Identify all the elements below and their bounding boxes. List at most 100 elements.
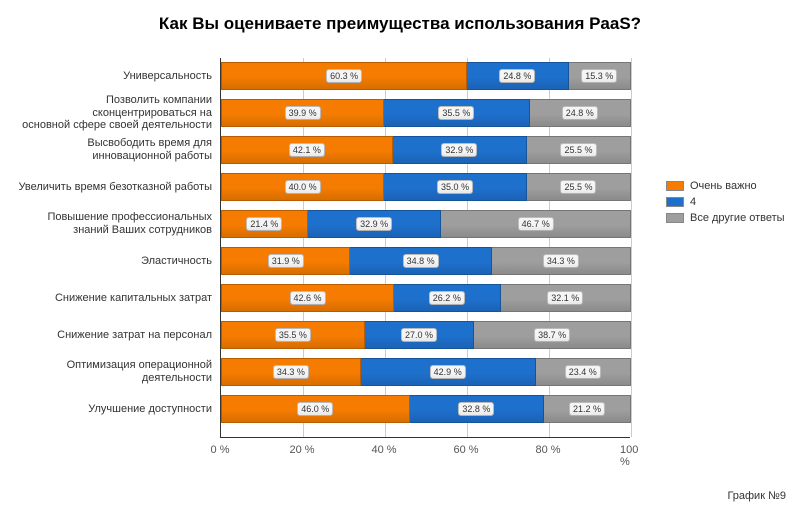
- bar-segment: 34.8 %: [350, 247, 491, 275]
- bar-segment: 35.5 %: [384, 99, 529, 127]
- bar-value-label: 32.9 %: [356, 217, 392, 231]
- category-label: Универсальность: [0, 62, 212, 90]
- legend-item: Очень важно: [666, 180, 785, 192]
- category-label: Высвободить время для инновационной рабо…: [0, 136, 212, 164]
- xaxis-tick-label: 40 %: [371, 444, 396, 456]
- bar-segment: 40.0 %: [221, 173, 384, 201]
- bar-value-label: 21.4 %: [246, 217, 282, 231]
- bar-segment: 34.3 %: [221, 358, 361, 386]
- legend-item: Все другие ответы: [666, 212, 785, 224]
- bar-segment: 35.0 %: [384, 173, 527, 201]
- bar-value-label: 40.0 %: [285, 180, 321, 194]
- bar-value-label: 32.1 %: [547, 291, 583, 305]
- bar-value-label: 25.5 %: [560, 143, 596, 157]
- bar-row: 39.9 % 35.5 % 24.8 %: [221, 99, 631, 127]
- bar-value-label: 60.3 %: [326, 69, 362, 83]
- category-label: Позволить компании сконцентрироваться на…: [0, 99, 212, 127]
- category-label: Эластичность: [0, 247, 212, 275]
- bar-row: 42.6 % 26.2 % 32.1 %: [221, 284, 631, 312]
- bar-value-label: 42.6 %: [290, 291, 326, 305]
- chart-area: 60.3 % 24.8 % 15.3 % 39.9 % 35.5 % 24.8 % 42.1…: [0, 40, 650, 470]
- bar-value-label: 34.3 %: [543, 254, 579, 268]
- legend-label: Все другие ответы: [690, 212, 785, 224]
- legend-label: Очень важно: [690, 180, 757, 192]
- xaxis-tick-label: 60 %: [453, 444, 478, 456]
- bar-segment: 15.3 %: [569, 62, 631, 90]
- bar-segment: 46.0 %: [221, 395, 410, 423]
- bar-value-label: 24.8 %: [499, 69, 535, 83]
- bar-segment: 25.5 %: [527, 136, 631, 164]
- bar-segment: 32.8 %: [410, 395, 544, 423]
- category-label: Улучшение доступности: [0, 395, 212, 423]
- bar-segment: 21.2 %: [544, 395, 631, 423]
- bar-segment: 42.9 %: [361, 358, 536, 386]
- bar-value-label: 15.3 %: [581, 69, 617, 83]
- bar-row: 42.1 % 32.9 % 25.5 %: [221, 136, 631, 164]
- legend-swatch: [666, 213, 684, 223]
- bar-segment: 34.3 %: [492, 247, 631, 275]
- main-row: 60.3 % 24.8 % 15.3 % 39.9 % 35.5 % 24.8 % 42.1…: [0, 40, 800, 470]
- bar-segment: 21.4 %: [221, 210, 308, 238]
- bar-value-label: 34.8 %: [403, 254, 439, 268]
- bar-segment: 32.1 %: [501, 284, 631, 312]
- bar-segment: 23.4 %: [536, 358, 631, 386]
- bar-row: 31.9 % 34.8 % 34.3 %: [221, 247, 631, 275]
- category-label: Увеличить время безотказной работы: [0, 173, 212, 201]
- bar-segment: 24.8 %: [467, 62, 568, 90]
- legend-label: 4: [690, 196, 696, 208]
- category-label: Оптимизация операционной деятельности: [0, 358, 212, 386]
- bar-value-label: 42.1 %: [289, 143, 325, 157]
- bar-segment: 27.0 %: [365, 321, 474, 349]
- category-label: Снижение затрат на персонал: [0, 321, 212, 349]
- gridline: [631, 58, 632, 437]
- xaxis-tick-label: 100 %: [620, 444, 640, 468]
- bar-row: 40.0 % 35.0 % 25.5 %: [221, 173, 631, 201]
- bar-segment: 26.2 %: [394, 284, 500, 312]
- bar-segment: 38.7 %: [474, 321, 631, 349]
- legend-item: 4: [666, 196, 785, 208]
- chart-title: Как Вы оцениваете преимущества использов…: [0, 0, 800, 40]
- bar-value-label: 46.0 %: [297, 402, 333, 416]
- bar-value-label: 38.7 %: [534, 328, 570, 342]
- bar-value-label: 24.8 %: [562, 106, 598, 120]
- bar-value-label: 21.2 %: [569, 402, 605, 416]
- xaxis-tick-label: 20 %: [289, 444, 314, 456]
- bar-segment: 25.5 %: [527, 173, 631, 201]
- legend-swatch: [666, 181, 684, 191]
- bar-value-label: 39.9 %: [285, 106, 321, 120]
- bar-value-label: 46.7 %: [518, 217, 554, 231]
- bar-value-label: 31.9 %: [268, 254, 304, 268]
- xaxis-tick-label: 80 %: [535, 444, 560, 456]
- bar-segment: 32.9 %: [308, 210, 442, 238]
- bar-segment: 39.9 %: [221, 99, 384, 127]
- legend-swatch: [666, 197, 684, 207]
- xaxis-tick-label: 0 %: [211, 444, 230, 456]
- bar-segment: 60.3 %: [221, 62, 467, 90]
- bar-row: 34.3 % 42.9 % 23.4 %: [221, 358, 631, 386]
- category-label: Повышение профессиональных знаний Ваших …: [0, 210, 212, 238]
- bar-value-label: 35.5 %: [275, 328, 311, 342]
- bar-value-label: 34.3 %: [273, 365, 309, 379]
- bar-segment: 42.6 %: [221, 284, 394, 312]
- bar-segment: 46.7 %: [441, 210, 631, 238]
- bar-value-label: 32.9 %: [441, 143, 477, 157]
- bar-row: 35.5 % 27.0 % 38.7 %: [221, 321, 631, 349]
- bar-value-label: 27.0 %: [401, 328, 437, 342]
- bar-value-label: 26.2 %: [429, 291, 465, 305]
- bar-value-label: 23.4 %: [565, 365, 601, 379]
- chart-caption: График №9: [727, 490, 786, 502]
- bar-segment: 24.8 %: [530, 99, 631, 127]
- bar-segment: 42.1 %: [221, 136, 393, 164]
- bar-value-label: 25.5 %: [560, 180, 596, 194]
- bar-segment: 31.9 %: [221, 247, 350, 275]
- bar-segment: 35.5 %: [221, 321, 365, 349]
- bar-row: 46.0 % 32.8 % 21.2 %: [221, 395, 631, 423]
- bar-row: 21.4 % 32.9 % 46.7 %: [221, 210, 631, 238]
- plot-area: 60.3 % 24.8 % 15.3 % 39.9 % 35.5 % 24.8 % 42.1…: [220, 58, 630, 438]
- bar-value-label: 35.5 %: [438, 106, 474, 120]
- category-label: Снижение капитальных затрат: [0, 284, 212, 312]
- bar-row: 60.3 % 24.8 % 15.3 %: [221, 62, 631, 90]
- legend: Очень важно 4 Все другие ответы: [666, 180, 785, 228]
- bar-segment: 32.9 %: [393, 136, 527, 164]
- bar-value-label: 35.0 %: [437, 180, 473, 194]
